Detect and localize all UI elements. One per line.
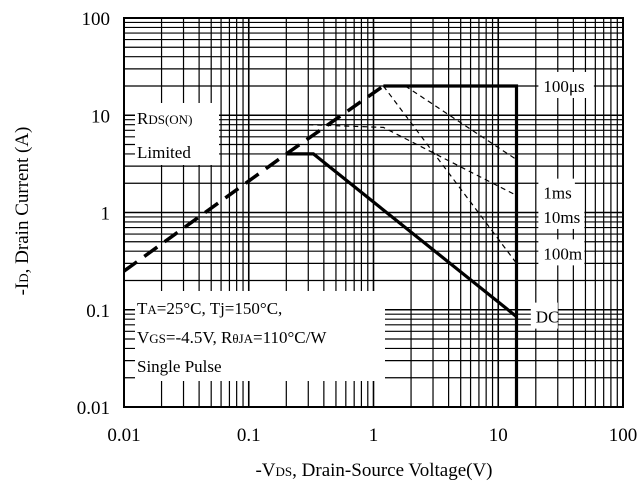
x-tick-label: 0.1 [237,425,261,446]
curve-label-bg [538,239,585,266]
curve-label: DC [536,308,560,327]
plot-frame [123,17,624,408]
tick-labels: 0.01 0.1 1 10 100 0.01 0.1 1 10 100 [77,9,638,446]
curve-labels: 100μs 1ms 10ms 100m DC [530,71,594,329]
single-pulse-label: Single Pulse [137,357,222,376]
curves [122,84,519,407]
rds-annotation-box [135,103,219,165]
y-tick-label: 10 [91,106,110,127]
x-tick-label: 100 [609,425,638,446]
curve-label-bg [538,71,594,98]
x-axis-title: -VDS, Drain-Source Voltage(V) [255,460,492,481]
conditions-box [135,291,385,381]
x-tick-label: 0.01 [107,425,140,446]
curve-label-bg [538,178,575,205]
y-tick-label: 100 [82,9,111,30]
y-tick-label: 0.1 [86,301,110,322]
curve-label-bg [530,302,558,329]
vgs-rtheta-label: VGS=-4.5V, RθJA=110°C/W [137,328,327,347]
ta-tj-label: TA=25°C, Tj=150°C, [137,299,282,318]
y-tick-label: 1 [101,204,111,225]
x-tick-label: 1 [369,425,379,446]
curve-label: 100m [543,244,582,263]
curve-label: 1ms [543,184,571,203]
rds-on-label: RDS(ON) [137,109,192,128]
curve-label: 100μs [543,77,584,96]
curve-dc [286,152,518,318]
curve-label-bg [538,202,585,229]
y-axis-title: -ID, Drain Current (A) [12,127,33,296]
curve-1ms [308,124,517,196]
limited-label: Limited [137,143,191,162]
x-tick-label: 10 [489,425,508,446]
curve-label: 10ms [543,208,580,227]
curve-100m [382,85,517,264]
y-tick-label: 0.01 [77,398,110,419]
curve-10ms [404,85,517,161]
curve-100s [383,84,519,407]
